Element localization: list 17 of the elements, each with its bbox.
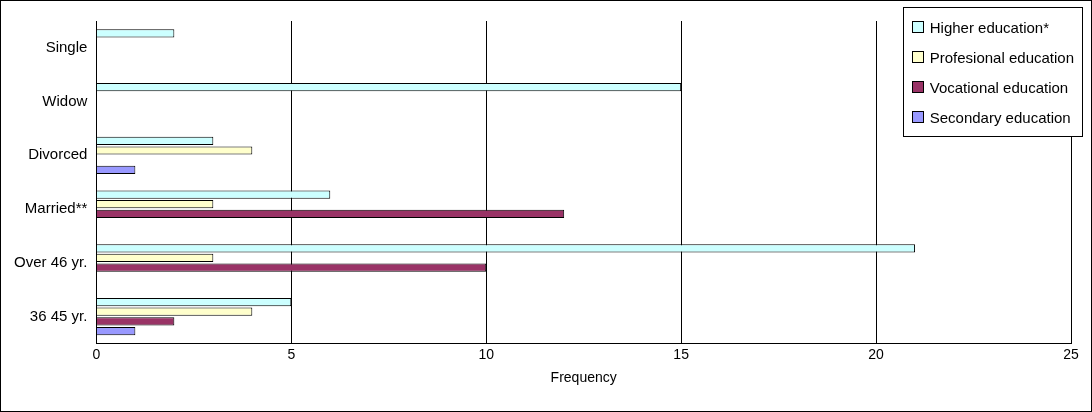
y-tick-label: Divorced <box>28 145 88 163</box>
x-tick-label: 10 <box>478 345 495 362</box>
y-tick-label: 36 45 yr. <box>29 306 88 324</box>
y-tick-label: Widow <box>42 91 88 109</box>
y-tick-label: Over 46 yr. <box>14 252 88 270</box>
legend-label: Secondary education <box>929 108 1071 126</box>
y-tick-label: Single <box>45 38 88 56</box>
x-tick-label: 20 <box>868 345 885 362</box>
x-tick-label: 5 <box>287 345 296 362</box>
x-tick-label: 15 <box>673 345 690 362</box>
x-tick-label: 0 <box>92 345 101 362</box>
legend-label: Profesional education <box>929 48 1074 66</box>
x-axis-title: Frequency <box>550 369 617 386</box>
legend-label: Vocational education <box>929 78 1069 96</box>
y-tick-label: Married** <box>24 199 88 217</box>
x-tick-label: 25 <box>1063 345 1079 362</box>
legend-label: Higher education* <box>929 18 1049 36</box>
